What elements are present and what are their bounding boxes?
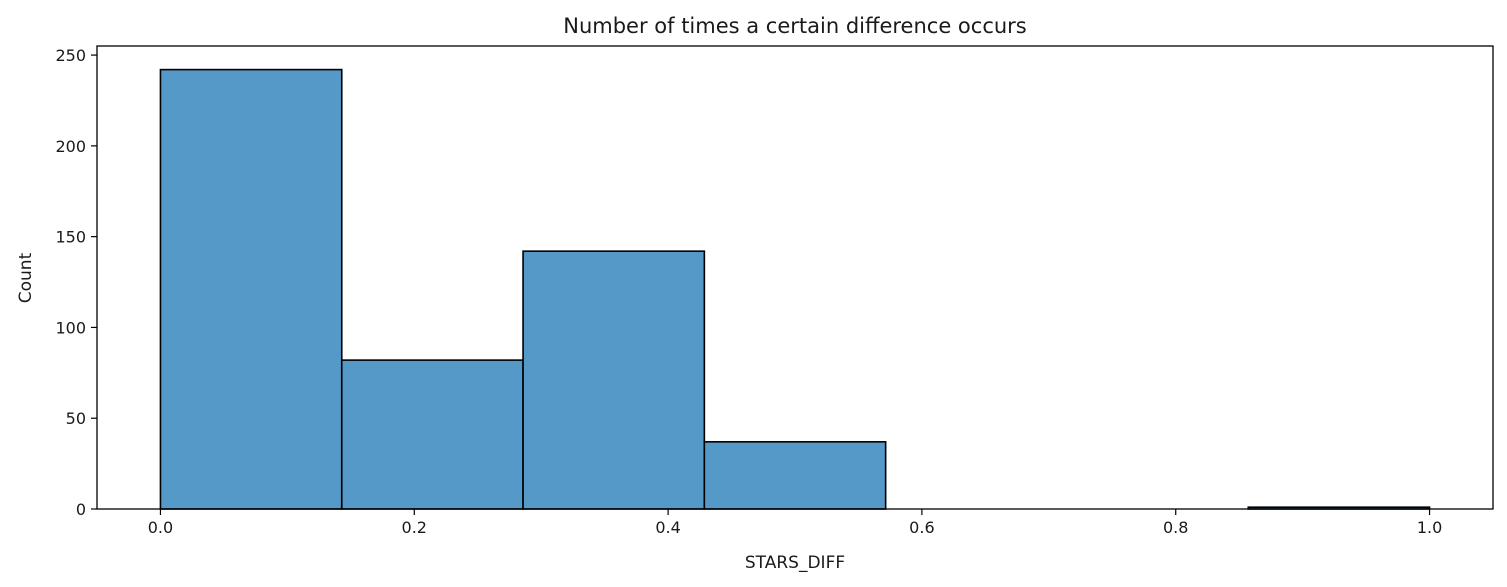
x-tick-label-5: 1.0 [1417, 518, 1442, 537]
y-tick-label-0: 0 [76, 500, 86, 519]
x-tick-label-0: 0.0 [148, 518, 173, 537]
y-tick-label-3: 150 [55, 228, 86, 247]
x-tick-label-2: 0.4 [655, 518, 680, 537]
plot-frame [96, 45, 1494, 510]
bars-group [159, 68, 1431, 510]
y-tick-label-5: 250 [55, 46, 86, 65]
y-tick-label-2: 100 [55, 318, 86, 337]
y-axis-ticks: 0 50 100 150 200 250 [55, 46, 97, 519]
y-tick-label-1: 50 [66, 409, 86, 428]
x-axis-label: STARS_DIFF [745, 553, 845, 573]
x-tick-label-3: 0.6 [909, 518, 934, 537]
histogram-bar-0 [159, 68, 343, 510]
histogram-bar-1 [340, 359, 524, 510]
chart-title: Number of times a certain difference occ… [563, 14, 1027, 38]
histogram-bar-3 [703, 441, 887, 510]
x-tick-label-4: 0.8 [1163, 518, 1188, 537]
y-tick-label-4: 200 [55, 137, 86, 156]
histogram-bar-2 [522, 250, 706, 510]
x-axis-ticks: 0.0 0.2 0.4 0.6 0.8 1.0 [148, 509, 1442, 537]
y-axis-label: Count [16, 252, 36, 303]
x-tick-label-1: 0.2 [402, 518, 427, 537]
